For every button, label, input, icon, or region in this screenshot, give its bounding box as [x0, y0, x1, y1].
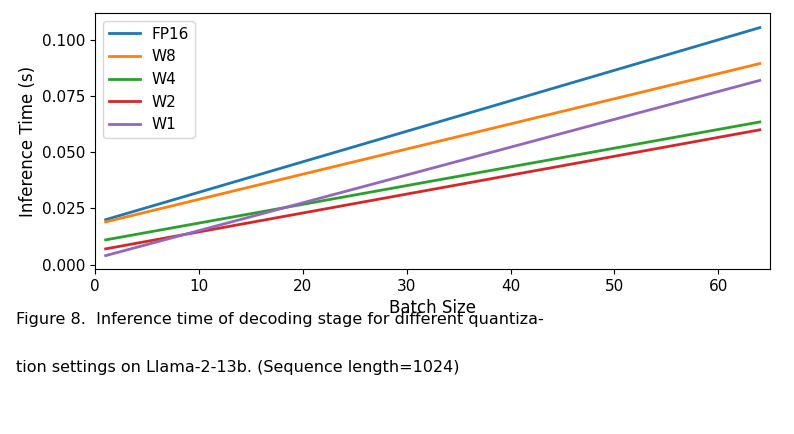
W1	[501, 146, 511, 151]
W4	[652, 138, 661, 143]
W1	[694, 94, 703, 99]
Y-axis label: Inference Time (s): Inference Time (s)	[18, 66, 37, 217]
W2	[488, 176, 498, 181]
FP16	[652, 55, 661, 60]
W8	[488, 125, 498, 131]
X-axis label: Batch Size: Batch Size	[389, 299, 476, 317]
W1	[103, 253, 113, 258]
W4	[694, 130, 703, 135]
W2	[652, 146, 661, 151]
W2	[694, 138, 703, 144]
FP16	[488, 103, 498, 108]
W4	[755, 119, 765, 125]
W8	[101, 219, 110, 224]
Line: W8: W8	[106, 63, 760, 222]
W4	[501, 165, 511, 170]
Text: tion settings on Llama-2-13b. (Sequence length=1024): tion settings on Llama-2-13b. (Sequence …	[16, 360, 460, 375]
W8	[103, 219, 113, 224]
W4	[101, 237, 110, 243]
W1	[488, 149, 498, 155]
Text: Figure 8.  Inference time of decoding stage for different quantiza-: Figure 8. Inference time of decoding sta…	[16, 312, 544, 328]
W8	[652, 86, 661, 91]
Line: FP16: FP16	[106, 28, 760, 220]
W8	[755, 61, 765, 66]
FP16	[103, 217, 113, 222]
W1	[101, 253, 110, 258]
FP16	[694, 43, 703, 48]
FP16	[755, 25, 765, 30]
Line: W1: W1	[106, 80, 760, 256]
Line: W4: W4	[106, 122, 760, 240]
W4	[488, 168, 498, 173]
FP16	[501, 99, 511, 105]
W4	[103, 237, 113, 242]
FP16	[101, 217, 110, 222]
W2	[501, 174, 511, 179]
W2	[755, 127, 765, 132]
W8	[491, 125, 500, 130]
W1	[491, 149, 500, 154]
FP16	[491, 103, 500, 108]
Line: W2: W2	[106, 130, 760, 249]
W1	[755, 78, 765, 83]
W2	[491, 175, 500, 181]
W2	[101, 246, 110, 251]
W1	[652, 105, 661, 111]
W2	[103, 246, 113, 251]
W8	[694, 76, 703, 81]
W8	[501, 122, 511, 128]
Legend: FP16, W8, W4, W2, W1: FP16, W8, W4, W2, W1	[103, 21, 195, 138]
W4	[491, 167, 500, 172]
